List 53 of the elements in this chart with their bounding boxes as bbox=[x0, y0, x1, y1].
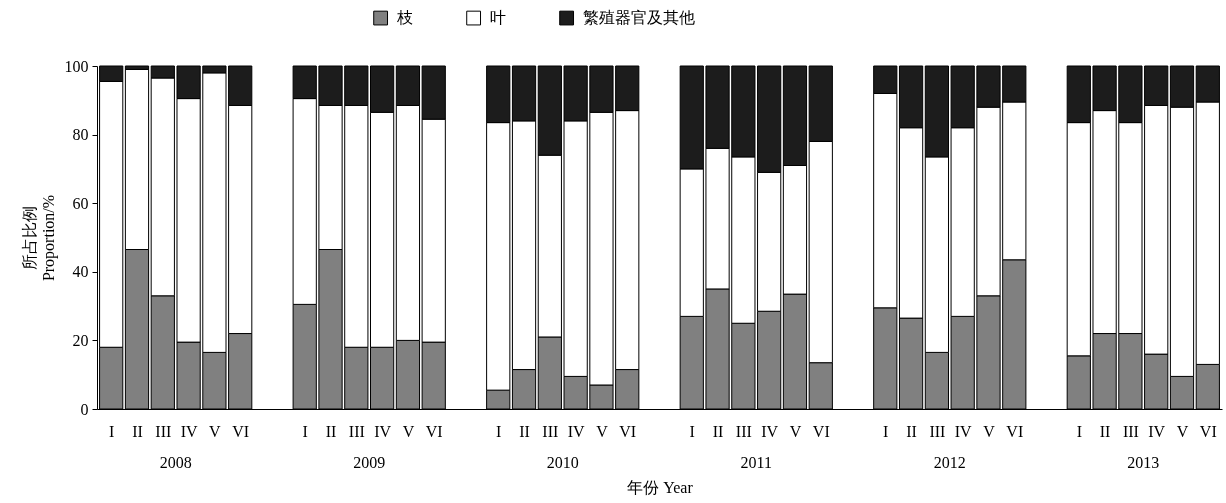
x-tick-label: V bbox=[789, 422, 802, 440]
legend-label: 枝 bbox=[395, 9, 413, 27]
x-tick-label: II bbox=[712, 422, 724, 440]
x-tick-label: IV bbox=[761, 422, 779, 440]
x-tick-label: VI bbox=[1199, 422, 1217, 440]
x-tick-label: VI bbox=[425, 422, 443, 440]
x-tick-label: V bbox=[402, 422, 415, 440]
x-tick-label: IV bbox=[374, 422, 392, 440]
text: 2008 bbox=[159, 454, 192, 471]
x-tick-label: III bbox=[735, 422, 752, 440]
x-tick-label: IV bbox=[1148, 422, 1166, 440]
x-tick-label: I bbox=[109, 422, 115, 440]
legend-label: 叶 bbox=[489, 9, 506, 27]
x-tick-label: IV bbox=[567, 422, 586, 440]
x-tick-label: II bbox=[325, 422, 337, 440]
text: 2010 bbox=[546, 454, 579, 471]
x-tick-label: IV bbox=[180, 422, 198, 440]
text: 2011 bbox=[740, 454, 772, 471]
x-tick-label: I bbox=[302, 422, 308, 440]
x-tick-label: III bbox=[542, 422, 559, 440]
y-tick-label: 20 bbox=[72, 331, 89, 349]
x-tick-label: I bbox=[1076, 422, 1082, 440]
text: 2012 bbox=[933, 454, 966, 471]
x-tick-label: IV bbox=[954, 422, 973, 440]
x-axis-title: 年份 Year bbox=[627, 478, 694, 496]
x-tick-label: VI bbox=[232, 422, 250, 440]
x-tick-label: V bbox=[983, 422, 996, 440]
y-tick-label: 100 bbox=[64, 57, 89, 75]
legend-label: 繁殖器官及其他 bbox=[582, 9, 695, 27]
x-tick-label: II bbox=[132, 422, 143, 440]
text: 2009 bbox=[353, 454, 386, 471]
x-tick-label: III bbox=[348, 422, 365, 440]
x-tick-label: I bbox=[689, 422, 695, 440]
x-tick-label: II bbox=[906, 422, 917, 440]
x-tick-label: II bbox=[519, 422, 530, 440]
x-tick-label: III bbox=[155, 422, 172, 440]
y-tick-label: 80 bbox=[72, 126, 89, 144]
y-tick-label: 0 bbox=[80, 400, 89, 418]
x-tick-label: II bbox=[1099, 422, 1111, 440]
x-tick-label: VI bbox=[619, 422, 637, 440]
x-tick-label: V bbox=[596, 422, 609, 440]
x-tick-label: V bbox=[1176, 422, 1189, 440]
x-tick-label: III bbox=[1122, 422, 1139, 440]
text: 2013 bbox=[1127, 454, 1160, 471]
x-tick-label: I bbox=[883, 422, 889, 440]
x-tick-label: I bbox=[496, 422, 502, 440]
x-tick-label: VI bbox=[812, 422, 830, 440]
x-tick-label: VI bbox=[1006, 422, 1024, 440]
y-tick-label: 40 bbox=[72, 263, 89, 281]
x-tick-label: III bbox=[929, 422, 946, 440]
y-tick-label: 60 bbox=[72, 194, 89, 212]
y-axis-title: 所占比例 Proportion/% bbox=[20, 194, 58, 282]
x-tick-label: V bbox=[209, 422, 222, 440]
